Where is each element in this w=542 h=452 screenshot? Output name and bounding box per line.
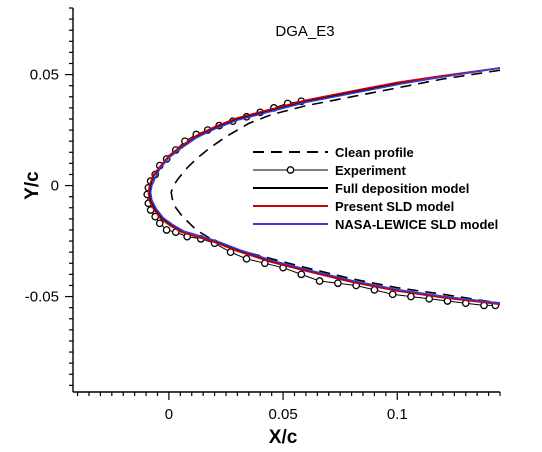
y-tick-label: -0.05 bbox=[25, 289, 59, 306]
data-point bbox=[297, 270, 306, 279]
axes: 0 0.05 0.1 -0.05 0 0.05 bbox=[25, 7, 501, 423]
legend-item: Clean profile bbox=[253, 145, 414, 160]
data-point bbox=[162, 226, 171, 234]
chart-title: DGA_E3 bbox=[275, 23, 334, 40]
legend-label: NASA-LEWICE SLD model bbox=[335, 217, 498, 232]
series-line bbox=[170, 69, 501, 304]
y-tick-label: 0 bbox=[51, 178, 59, 195]
y-axis-title: Y/c bbox=[22, 171, 43, 200]
x-ticks: 0 0.05 0.1 bbox=[76, 392, 501, 423]
y-tick-label: 0.05 bbox=[30, 67, 59, 84]
legend: Clean profile Experiment Full deposition m… bbox=[253, 145, 498, 232]
legend-item: Present SLD model bbox=[253, 199, 454, 214]
data-point bbox=[388, 290, 397, 299]
legend-item: Experiment bbox=[253, 163, 406, 178]
data-point bbox=[315, 277, 324, 285]
series-0 bbox=[170, 69, 501, 304]
legend-item: NASA-LEWICE SLD model bbox=[253, 217, 498, 232]
x-tick-label: 0.05 bbox=[268, 406, 297, 423]
legend-label: Experiment bbox=[335, 163, 406, 178]
data-point bbox=[155, 219, 164, 228]
series-4 bbox=[149, 67, 501, 304]
legend-marker bbox=[286, 166, 295, 174]
series-3 bbox=[147, 67, 501, 306]
x-tick-label: 0.1 bbox=[387, 406, 408, 423]
series-line bbox=[147, 67, 501, 306]
series-group bbox=[143, 67, 501, 310]
legend-label: Clean profile bbox=[335, 145, 414, 160]
x-axis-title: X/c bbox=[269, 427, 298, 448]
data-point bbox=[334, 279, 342, 288]
legend-item: Full deposition model bbox=[253, 181, 469, 196]
data-point bbox=[242, 254, 251, 263]
data-point bbox=[407, 292, 415, 301]
legend-label: Full deposition model bbox=[335, 181, 469, 196]
series-line bbox=[149, 67, 501, 304]
y-ticks: -0.05 0 0.05 bbox=[25, 7, 73, 386]
legend-label: Present SLD model bbox=[335, 199, 454, 214]
x-tick-label: 0 bbox=[165, 406, 173, 423]
